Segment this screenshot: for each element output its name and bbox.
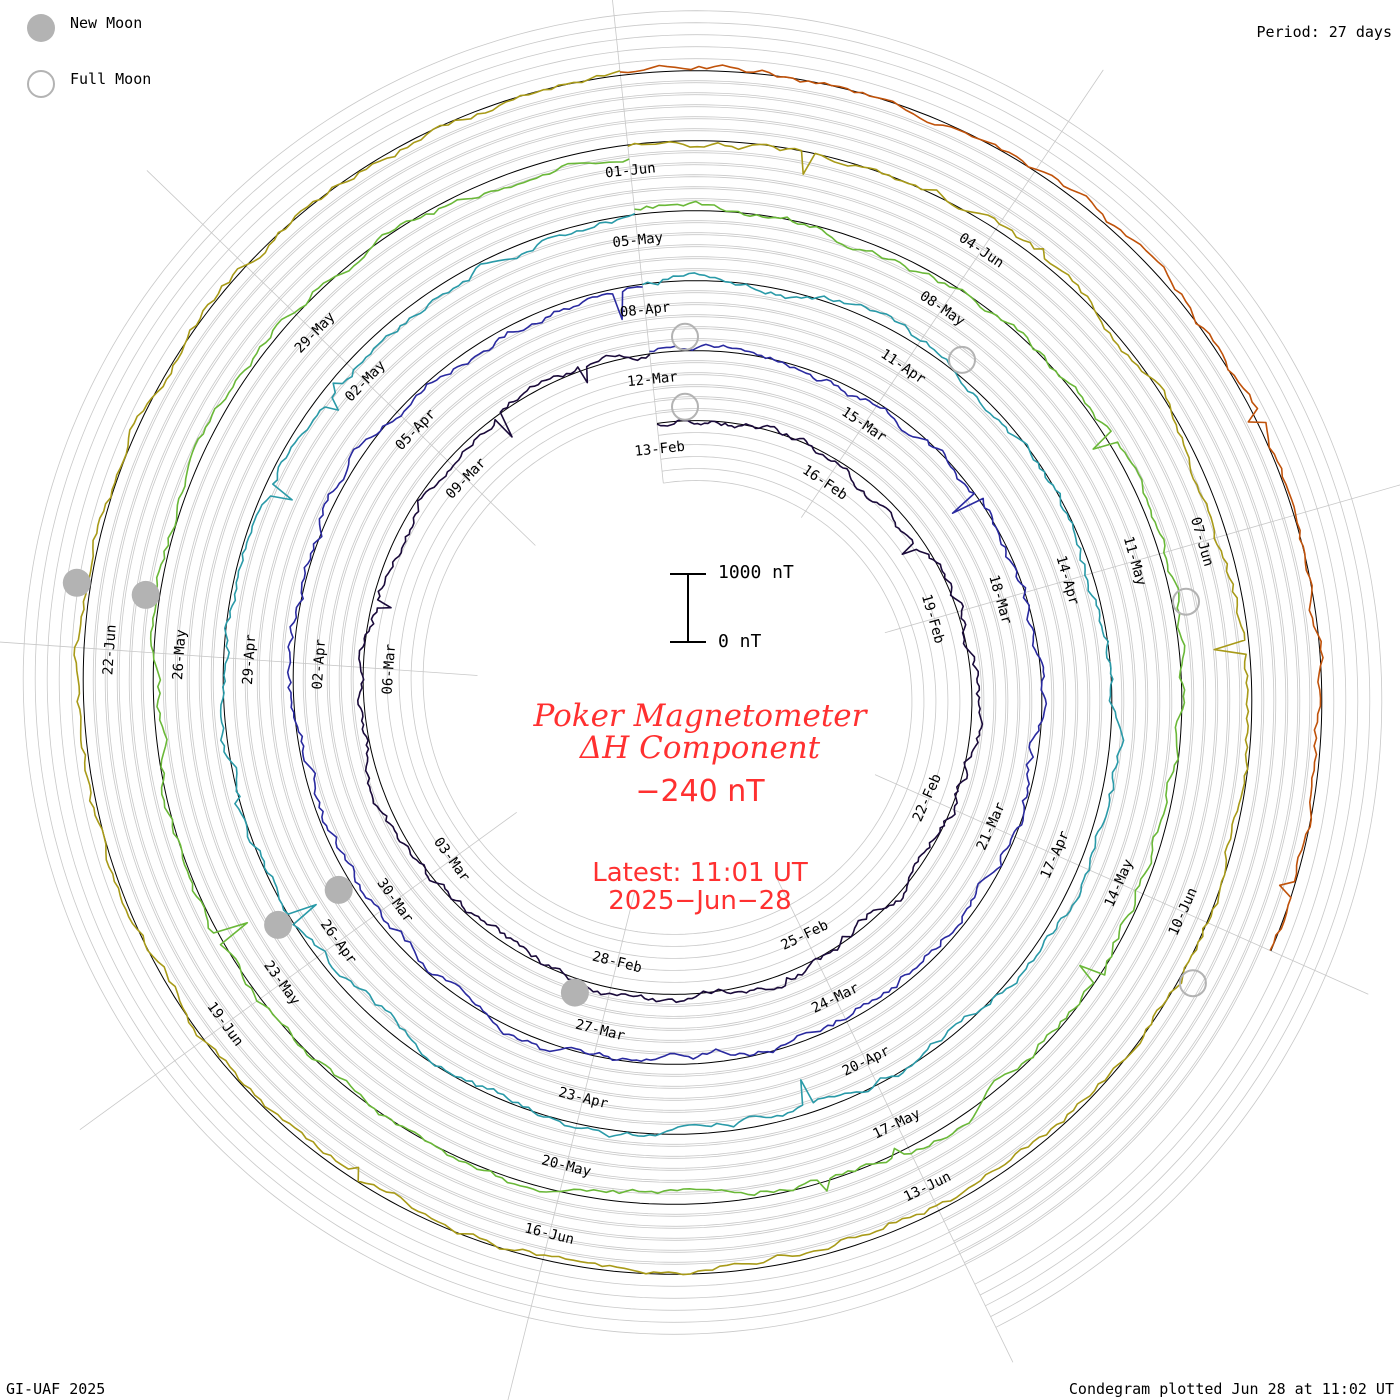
full-moon-marker xyxy=(948,345,976,374)
new-moon-marker xyxy=(131,580,160,609)
grid-ring xyxy=(70,58,1335,1287)
grid-ring xyxy=(94,82,1311,1263)
trace-layer xyxy=(73,64,1324,1276)
date-label: 13-Feb xyxy=(634,439,686,460)
series-line-turn-4 xyxy=(149,158,1186,1196)
credit-label: GI-UAF 2025 xyxy=(6,1380,106,1398)
series-line-turn-5 xyxy=(73,70,1250,1276)
grid-ring xyxy=(106,94,1299,1253)
grid-ring xyxy=(130,118,1275,1231)
grid-ring xyxy=(118,106,1287,1242)
new-moon-marker xyxy=(62,568,91,597)
grid-ring xyxy=(34,22,1371,1323)
chart-title-line2: ΔH Component xyxy=(579,730,821,766)
grid-ring xyxy=(142,130,1263,1220)
grid-spoke xyxy=(884,484,1400,634)
new-moon-icon xyxy=(27,14,55,42)
chart-title-line1: Poker Magnetometer xyxy=(533,698,867,734)
date-label: 02-May xyxy=(342,358,389,405)
latest-date: 2025−Jun−28 xyxy=(608,886,792,916)
new-moon-marker xyxy=(560,978,589,1007)
grid-spoke xyxy=(79,811,517,1131)
grid-spoke xyxy=(146,170,536,546)
baseline-spiral xyxy=(82,70,1323,1275)
series-line-turn-2 xyxy=(286,286,1048,1062)
date-label: 12-Mar xyxy=(626,369,678,390)
date-label: 26-Apr xyxy=(317,917,360,967)
date-label: 05-Apr xyxy=(392,406,439,453)
scale-bar xyxy=(670,573,706,643)
date-label: 29-Apr xyxy=(240,634,259,686)
new-moon-marker xyxy=(324,875,353,904)
full-moon-marker xyxy=(1178,969,1207,998)
date-label: 22-Jun xyxy=(100,624,119,676)
date-label: 01-Jun xyxy=(604,160,656,181)
date-label: 25-Feb xyxy=(778,917,830,954)
moon-layer xyxy=(62,322,1207,1007)
full-moon-legend-label: Full Moon xyxy=(70,70,152,88)
baseline-layer xyxy=(82,70,1323,1275)
period-label: Period: 27 days xyxy=(1256,23,1392,41)
date-label: 09-Mar xyxy=(443,455,490,502)
grid-spoke xyxy=(507,891,636,1400)
series-line-turn-1 xyxy=(357,353,984,1004)
date-label: 05-May xyxy=(612,230,664,251)
scale-bottom-label: 0 nT xyxy=(718,631,762,652)
grid-spoke xyxy=(0,641,478,676)
date-label: 26-May xyxy=(170,629,189,681)
date-label: 02-Apr xyxy=(310,639,329,691)
date-label: 08-Apr xyxy=(619,300,671,321)
scale-top-label: 1000 nT xyxy=(718,562,794,583)
full-moon-marker xyxy=(1172,587,1200,616)
grid-spoke xyxy=(874,774,1369,995)
grid-ring xyxy=(22,10,1383,1335)
plotted-timestamp: Condegram plotted Jun 28 at 11:02 UT xyxy=(1068,1380,1394,1398)
grid-ring xyxy=(46,34,1359,1311)
current-value: −240 nT xyxy=(635,774,765,809)
full-moon-marker xyxy=(671,322,699,351)
series-line-turn-6 xyxy=(619,64,1324,951)
latest-time: Latest: 11:01 UT xyxy=(592,858,808,888)
grid-layer xyxy=(22,10,1383,1335)
full-moon-icon xyxy=(27,70,55,98)
grid-spoke xyxy=(800,69,1104,518)
new-moon-marker xyxy=(264,910,293,939)
series-line-turn-3 xyxy=(219,212,1125,1138)
grid-ring xyxy=(58,46,1347,1299)
date-label: 06-Mar xyxy=(380,644,399,696)
new-moon-legend-label: New Moon xyxy=(70,14,143,32)
date-label: 23-May xyxy=(260,958,303,1008)
date-label: 29-May xyxy=(292,309,339,356)
full-moon-marker xyxy=(671,392,699,421)
